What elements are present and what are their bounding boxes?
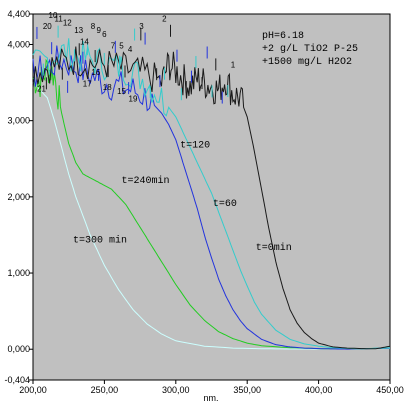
series-line [32,38,391,350]
series-lines [32,38,391,350]
peak-number: 2 [162,15,167,24]
y-tick-label: 3,000 [7,116,30,126]
x-tick-label: 200,00 [19,385,47,395]
series-label: t=120 [180,140,210,151]
peak-number: 13 [74,26,83,35]
y-tick-label: -0,404 [4,375,30,385]
y-tick-label: 0,000 [7,344,30,354]
peak-number: 4 [128,45,133,54]
peak-number: 17 [83,79,92,88]
series-label: t=60 [213,199,237,210]
series-label: t=300 min [73,235,127,247]
y-tick-label: 2,000 [7,192,30,202]
peak-number: 19 [129,95,138,104]
peak-number: 5 [119,41,124,50]
series-line [32,58,391,350]
series-line [32,45,391,350]
annotation-h2o2: +1500 mg/L H2O2 [262,56,352,68]
x-tick-label: 400,00 [305,385,333,395]
x-tick-label: 300,00 [162,385,190,395]
peak-number: 18 [103,83,112,92]
peak-number: 6 [102,30,107,39]
x-axis-label: nm. [203,393,218,403]
peak-number: 15 [117,87,126,96]
y-tick-label: 1,000 [7,268,30,278]
x-tick-label: 250,00 [91,385,119,395]
peak-number: 16 [91,68,100,77]
peak-number: 3 [139,22,144,31]
series-label: t=0min [256,242,292,254]
peak-number: 8 [91,22,96,31]
x-tick-label: 350,00 [233,385,261,395]
annotation-tio2: +2 g/L TiO2 P-25 [262,43,358,55]
series-line [32,46,391,350]
peak-number: 7 [111,41,116,50]
series-label: t=240min [122,175,170,187]
peak-number: 21 [37,85,46,94]
peak-number: 9 [96,26,101,35]
y-tick-label: 4,400 [7,9,30,19]
x-tick-label: 450,00 [376,385,404,395]
y-tick-label: 4,000 [7,39,30,49]
peak-number: 20 [43,22,52,31]
series-labels: t=0min t=60 t=120 t=240min t=300 min [73,140,292,254]
peak-number: 12 [63,18,72,27]
series-line [32,82,391,350]
peak-number: 11 [55,15,64,24]
axis-ticks: 200,00 250,00 300,00 350,00 400,00 450,00 4,40… [4,9,403,395]
peak-number: 14 [80,37,89,46]
peak-number: 1 [231,60,236,69]
peak-number: 10 [49,11,58,20]
annotation-ph: pH=6.18 [262,31,304,42]
